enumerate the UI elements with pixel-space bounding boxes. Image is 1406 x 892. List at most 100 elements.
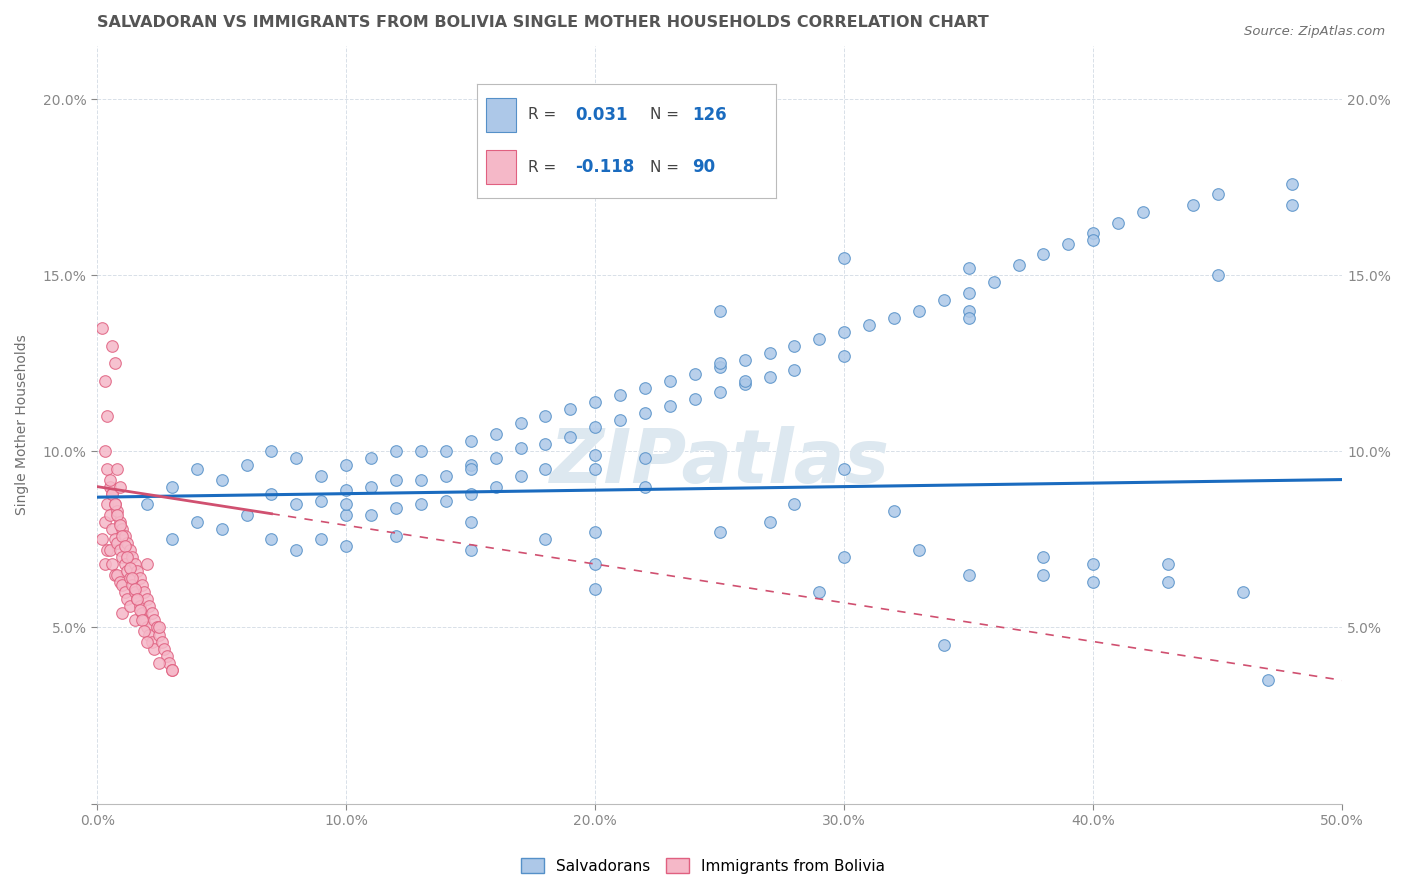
Point bbox=[335, 483, 357, 497]
Point bbox=[124, 557, 146, 571]
Point bbox=[832, 462, 855, 476]
Point bbox=[460, 458, 482, 473]
Point bbox=[134, 585, 156, 599]
Point bbox=[1257, 673, 1279, 688]
Point bbox=[1206, 268, 1229, 283]
Point bbox=[150, 634, 173, 648]
Y-axis label: Single Mother Households: Single Mother Households bbox=[15, 334, 30, 516]
Point bbox=[153, 641, 176, 656]
Point bbox=[108, 518, 131, 533]
Point bbox=[932, 293, 955, 307]
Point bbox=[1132, 205, 1154, 219]
Point bbox=[96, 543, 118, 558]
Point bbox=[409, 473, 432, 487]
Point bbox=[101, 486, 124, 500]
Point bbox=[311, 493, 333, 508]
Point bbox=[484, 451, 506, 466]
Point bbox=[460, 434, 482, 448]
Point bbox=[434, 493, 457, 508]
Point bbox=[908, 303, 931, 318]
Point bbox=[409, 444, 432, 458]
Point bbox=[93, 557, 115, 571]
Point bbox=[98, 508, 121, 522]
Point bbox=[360, 451, 382, 466]
Point bbox=[131, 614, 153, 628]
Point bbox=[131, 578, 153, 592]
Point bbox=[1181, 198, 1204, 212]
Point bbox=[111, 522, 134, 536]
Point bbox=[1281, 198, 1303, 212]
Point bbox=[93, 515, 115, 529]
Point bbox=[360, 480, 382, 494]
Point bbox=[311, 533, 333, 547]
Point bbox=[186, 462, 208, 476]
Point bbox=[104, 497, 127, 511]
Point bbox=[683, 367, 706, 381]
Point bbox=[124, 614, 146, 628]
Point bbox=[758, 515, 780, 529]
Point bbox=[96, 409, 118, 424]
Point bbox=[832, 251, 855, 265]
Point bbox=[108, 543, 131, 558]
Point bbox=[832, 549, 855, 564]
Point bbox=[104, 533, 127, 547]
Point bbox=[285, 451, 308, 466]
Point bbox=[509, 416, 531, 430]
Point bbox=[128, 571, 150, 585]
Point bbox=[98, 480, 121, 494]
Point bbox=[160, 663, 183, 677]
Point bbox=[1032, 247, 1054, 261]
Point bbox=[118, 560, 141, 574]
Point bbox=[114, 529, 136, 543]
Point bbox=[211, 522, 233, 536]
Point bbox=[98, 543, 121, 558]
Point bbox=[148, 627, 170, 641]
Point bbox=[1083, 226, 1105, 240]
Point bbox=[634, 162, 657, 177]
Point bbox=[634, 451, 657, 466]
Point bbox=[235, 458, 257, 473]
Point bbox=[709, 525, 731, 540]
Point bbox=[460, 462, 482, 476]
Point bbox=[583, 448, 606, 462]
Point bbox=[118, 571, 141, 585]
Text: Source: ZipAtlas.com: Source: ZipAtlas.com bbox=[1244, 25, 1385, 38]
Point bbox=[808, 332, 831, 346]
Point bbox=[335, 497, 357, 511]
Point bbox=[709, 303, 731, 318]
Point bbox=[118, 543, 141, 558]
Point bbox=[115, 592, 138, 607]
Point bbox=[560, 430, 582, 444]
Point bbox=[141, 634, 163, 648]
Point bbox=[105, 504, 128, 518]
Point bbox=[534, 533, 557, 547]
Point bbox=[1281, 177, 1303, 191]
Point bbox=[125, 592, 148, 607]
Point bbox=[583, 462, 606, 476]
Point bbox=[134, 614, 156, 628]
Point bbox=[1032, 567, 1054, 582]
Point bbox=[96, 497, 118, 511]
Point bbox=[111, 578, 134, 592]
Point bbox=[111, 549, 134, 564]
Point bbox=[932, 638, 955, 652]
Point bbox=[583, 419, 606, 434]
Point bbox=[335, 508, 357, 522]
Point bbox=[96, 462, 118, 476]
Point bbox=[583, 557, 606, 571]
Point bbox=[758, 370, 780, 384]
Point bbox=[908, 543, 931, 558]
Point bbox=[583, 525, 606, 540]
Point bbox=[105, 508, 128, 522]
Point bbox=[1083, 233, 1105, 247]
Point bbox=[91, 533, 114, 547]
Point bbox=[783, 363, 806, 377]
Point bbox=[957, 310, 980, 325]
Point bbox=[157, 656, 180, 670]
Point bbox=[121, 571, 143, 585]
Point bbox=[125, 592, 148, 607]
Point bbox=[385, 529, 408, 543]
Point bbox=[609, 413, 631, 427]
Point bbox=[111, 607, 134, 621]
Point bbox=[124, 582, 146, 596]
